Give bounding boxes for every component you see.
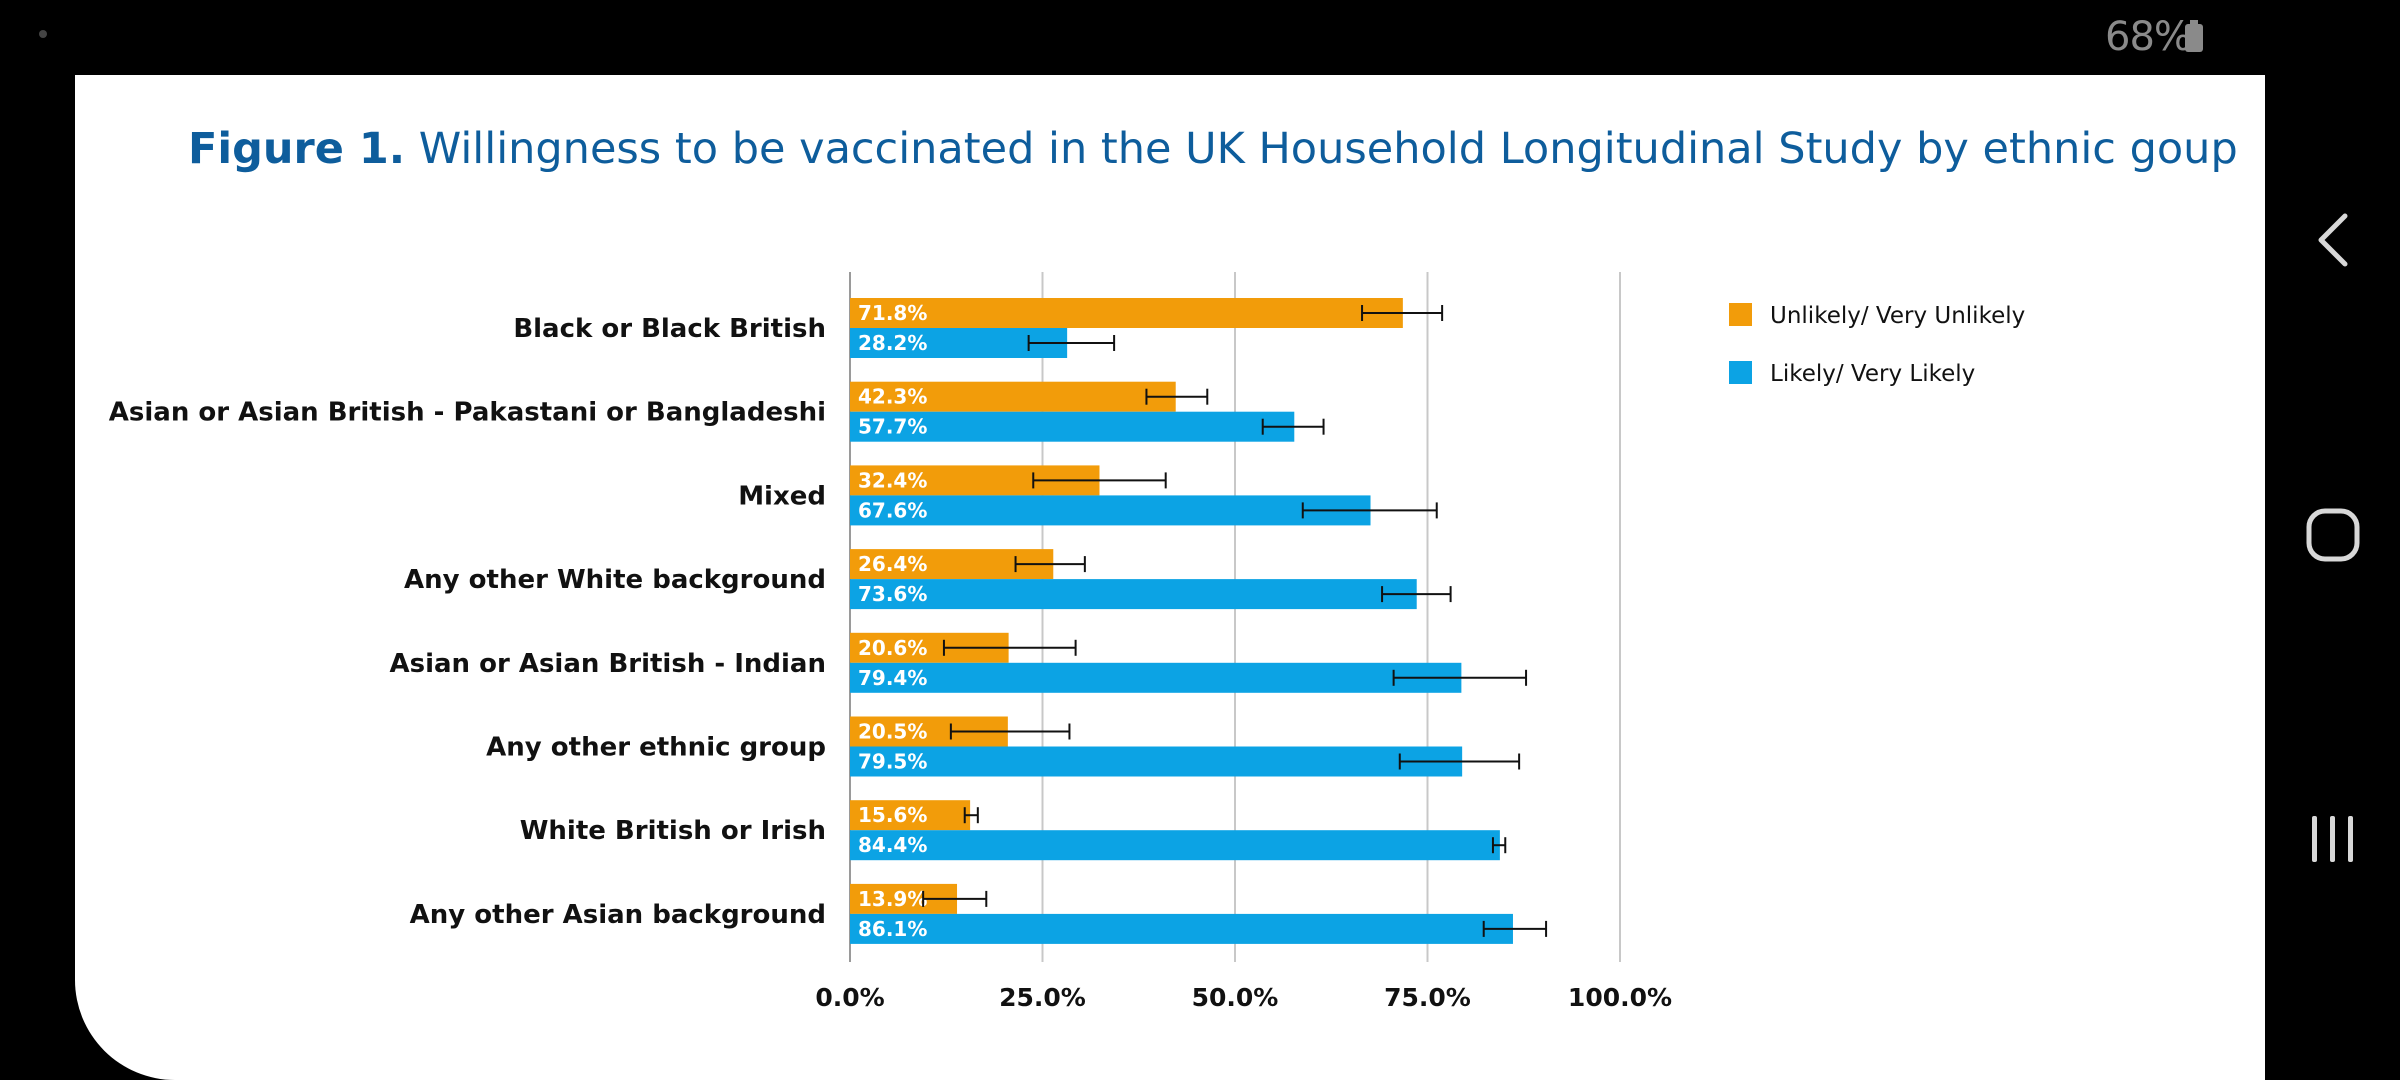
data-label: 79.4% (858, 666, 927, 690)
bar-likely (850, 913, 1513, 944)
data-label: 42.3% (858, 385, 927, 409)
battery-percentage: 68% (2105, 14, 2192, 60)
data-label: 32.4% (858, 468, 927, 492)
data-label: 13.9% (858, 887, 927, 911)
data-label: 20.5% (858, 720, 927, 744)
bar-likely (850, 746, 1463, 777)
bar-unlikely (850, 381, 1176, 412)
status-indicator-dot (39, 30, 47, 38)
chart-title-text: Willingness to be vaccinated in the UK H… (405, 124, 2238, 174)
data-label: 71.8% (858, 301, 927, 325)
data-label: 20.6% (858, 636, 927, 660)
category-label: White British or Irish (520, 816, 826, 846)
bar-likely (850, 411, 1295, 442)
bar-likely (850, 662, 1462, 693)
navigation-bar (2265, 75, 2400, 1080)
chart-title-bold: Figure 1. (188, 124, 405, 174)
chart-title: Figure 1. Willingness to be vaccinated i… (188, 124, 2238, 174)
home-button[interactable] (2265, 470, 2400, 600)
bar-likely (850, 830, 1500, 861)
legend-label: Unlikely/ Very Unlikely (1770, 303, 2025, 329)
x-tick-label: 25.0% (999, 983, 1086, 1012)
legend-swatch-unlikely (1729, 303, 1752, 326)
category-label: Any other Asian background (410, 900, 826, 930)
category-label: Asian or Asian British - Pakastani or Ba… (109, 398, 826, 428)
back-button[interactable] (2265, 175, 2400, 305)
category-label: Mixed (738, 481, 826, 511)
category-label: Black or Black British (513, 314, 826, 344)
category-label: Asian or Asian British - Indian (389, 649, 826, 679)
data-label: 57.7% (858, 415, 927, 439)
back-icon (2318, 213, 2347, 267)
data-label: 84.4% (858, 833, 927, 857)
category-label: Any other White background (404, 565, 826, 595)
home-icon (2306, 508, 2359, 562)
data-label: 79.5% (858, 750, 927, 774)
data-label: 26.4% (858, 552, 927, 576)
figure-card (75, 75, 2265, 1080)
category-label: Any other ethnic group (486, 733, 826, 763)
data-label: 86.1% (858, 917, 927, 941)
data-label: 15.6% (858, 803, 927, 827)
legend-label: Likely/ Very Likely (1770, 361, 1975, 387)
recents-icon (2311, 816, 2353, 862)
bar-likely (850, 495, 1371, 526)
bar-unlikely (850, 800, 971, 831)
x-tick-label: 50.0% (1192, 983, 1279, 1012)
data-label: 28.2% (858, 331, 927, 355)
x-tick-label: 75.0% (1384, 983, 1471, 1012)
data-label: 73.6% (858, 582, 927, 606)
recents-button[interactable] (2265, 774, 2400, 904)
legend-swatch-likely (1729, 361, 1752, 384)
bar-likely (850, 579, 1417, 610)
x-tick-label: 100.0% (1568, 983, 1672, 1012)
x-tick-label: 0.0% (815, 983, 884, 1012)
bar-unlikely (850, 298, 1403, 328)
data-label: 67.6% (858, 498, 927, 522)
battery-icon (2185, 20, 2203, 52)
